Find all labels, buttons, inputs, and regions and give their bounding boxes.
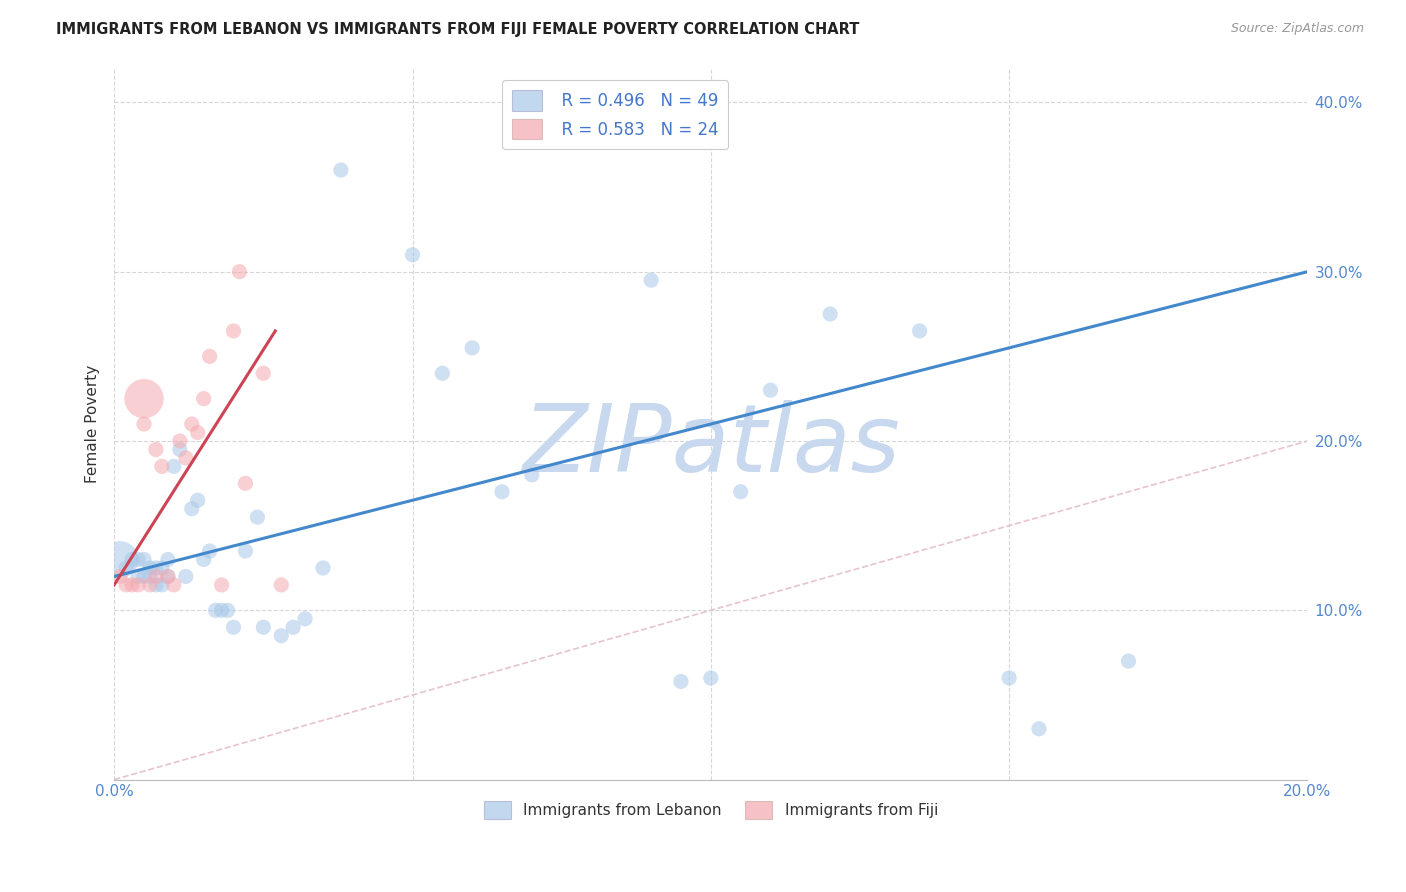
Point (132, 392, 155, 406)
Point (180, 501, 202, 516)
Point (180, 417, 202, 431)
Point (121, 578, 143, 592)
Point (115, 561, 138, 575)
Point (222, 620, 245, 634)
Point (329, 163, 352, 178)
Point (1028, 722, 1050, 736)
Point (150, 459, 173, 474)
Point (156, 569, 179, 583)
Point (198, 349, 221, 363)
Point (520, 467, 543, 482)
Point (669, 674, 692, 689)
Point (730, 484, 752, 499)
Point (121, 552, 143, 566)
Point (204, 603, 226, 617)
Point (217, 603, 239, 617)
Point (294, 612, 316, 626)
Point (139, 578, 162, 592)
Point (312, 561, 335, 575)
Point (640, 273, 662, 287)
Point (174, 450, 197, 465)
Point (252, 620, 274, 634)
Point (169, 442, 191, 457)
Text: IMMIGRANTS FROM LEBANON VS IMMIGRANTS FROM FIJI FEMALE POVERTY CORRELATION CHART: IMMIGRANTS FROM LEBANON VS IMMIGRANTS FR… (56, 22, 859, 37)
Point (270, 629, 292, 643)
Point (759, 383, 782, 397)
Point (198, 544, 221, 558)
Point (108, 569, 131, 583)
Point (187, 425, 209, 440)
Point (156, 569, 179, 583)
Point (115, 578, 138, 592)
Point (252, 366, 274, 380)
Point (491, 484, 513, 499)
Point (127, 578, 149, 592)
Point (998, 671, 1021, 685)
Text: ZIPatlas: ZIPatlas (522, 400, 900, 491)
Y-axis label: Female Poverty: Female Poverty (86, 365, 100, 483)
Point (401, 248, 423, 262)
Point (222, 324, 245, 338)
Point (270, 578, 292, 592)
Point (283, 620, 305, 634)
Point (156, 552, 179, 566)
Point (132, 569, 155, 583)
Point (145, 442, 167, 457)
Point (461, 341, 484, 355)
Point (145, 569, 167, 583)
Point (235, 476, 257, 491)
Point (908, 324, 931, 338)
Point (132, 417, 155, 431)
Point (163, 459, 186, 474)
Point (127, 569, 149, 583)
Point (163, 578, 186, 592)
Point (139, 561, 162, 575)
Text: Source: ZipAtlas.com: Source: ZipAtlas.com (1230, 22, 1364, 36)
Point (150, 578, 173, 592)
Point (150, 561, 173, 575)
Point (145, 561, 167, 575)
Point (174, 569, 197, 583)
Point (132, 552, 155, 566)
Point (127, 552, 149, 566)
Point (211, 603, 233, 617)
Point (228, 265, 250, 279)
Point (211, 578, 233, 592)
Point (193, 392, 215, 406)
Point (145, 578, 167, 592)
Point (432, 366, 454, 380)
Point (139, 569, 162, 583)
Point (818, 307, 841, 321)
Point (235, 544, 257, 558)
Point (1118, 654, 1140, 668)
Point (193, 552, 215, 566)
Point (187, 493, 209, 508)
Point (108, 552, 131, 566)
Point (169, 434, 191, 448)
Point (246, 510, 269, 524)
Point (700, 671, 723, 685)
Legend: Immigrants from Lebanon, Immigrants from Fiji: Immigrants from Lebanon, Immigrants from… (478, 795, 943, 825)
